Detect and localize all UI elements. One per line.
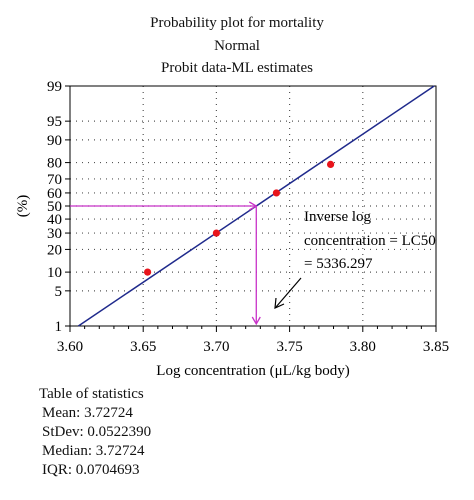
annotation-line-1: Inverse log: [304, 209, 372, 225]
x-tick-label: 3.80: [350, 339, 376, 355]
y-tick-label: 10: [47, 265, 62, 281]
statistics-table: Table of statistics Mean: 3.72724 StDev:…: [39, 385, 151, 480]
stat-row-stdev: StDev: 0.0522390: [42, 423, 151, 442]
stat-value: 3.72724: [95, 443, 145, 459]
y-tick-label: 40: [47, 212, 62, 228]
statistics-title: Table of statistics: [39, 386, 144, 402]
y-tick-label: 70: [47, 172, 62, 188]
data-points: [143, 160, 335, 276]
stat-label: StDev:: [42, 424, 88, 440]
annotation-arrow: [274, 277, 302, 309]
y-tick-label: 5: [55, 284, 63, 300]
annotation: Inverse log concentration = LC50 = 5336.…: [274, 209, 436, 309]
x-tick-label: 3.85: [423, 339, 449, 355]
stat-value: 0.0704693: [75, 462, 140, 478]
y-tick-label: 95: [47, 114, 62, 130]
y-tick-label: 50: [47, 199, 62, 215]
stat-label: Mean:: [42, 405, 85, 421]
y-tick-label: 60: [47, 186, 62, 202]
stat-row-mean: Mean: 3.72724: [42, 404, 151, 423]
y-tick-label: 90: [47, 133, 62, 149]
y-tick-label: 80: [47, 156, 62, 172]
data-point: [326, 160, 335, 169]
x-axis-label: Log concentration (μL/kg body): [156, 363, 349, 379]
data-point: [143, 268, 152, 276]
stat-label: Median:: [42, 443, 96, 459]
lc50-vertical-arrowhead: [251, 316, 261, 326]
data-point: [272, 189, 281, 197]
stat-value: 0.0522390: [87, 424, 152, 440]
annotation-line-2: concentration = LC50: [304, 233, 436, 249]
stat-value: 3.72724: [84, 405, 133, 421]
stat-row-iqr: IQR: 0.0704693: [42, 461, 151, 480]
x-tick-label: 3.60: [57, 339, 83, 355]
stat-label: IQR:: [42, 462, 76, 478]
y-tick-label: 99: [47, 79, 62, 95]
x-tick-label: 3.65: [130, 339, 156, 355]
chart-title-line-2: Normal: [214, 38, 260, 54]
x-tick-label: 3.70: [203, 339, 229, 355]
data-point: [212, 229, 220, 237]
lc50-guide: [70, 201, 261, 326]
chart-title-line-1: Probability plot for mortality: [150, 15, 324, 31]
chart-title-line-3: Probit data-ML estimates: [161, 60, 313, 76]
x-tick-label: 3.75: [276, 339, 302, 355]
annotation-line-3: = 5336.297: [304, 256, 373, 272]
stat-row-median: Median: 3.72724: [42, 442, 151, 461]
x-axis: 3.60 3.65 3.70 3.75 3.80 3.85: [57, 326, 449, 355]
y-tick-label: 20: [47, 242, 62, 258]
y-axis-label: (%): [15, 195, 31, 218]
y-tick-label: 1: [55, 319, 63, 335]
y-tick-label: 30: [47, 226, 62, 242]
